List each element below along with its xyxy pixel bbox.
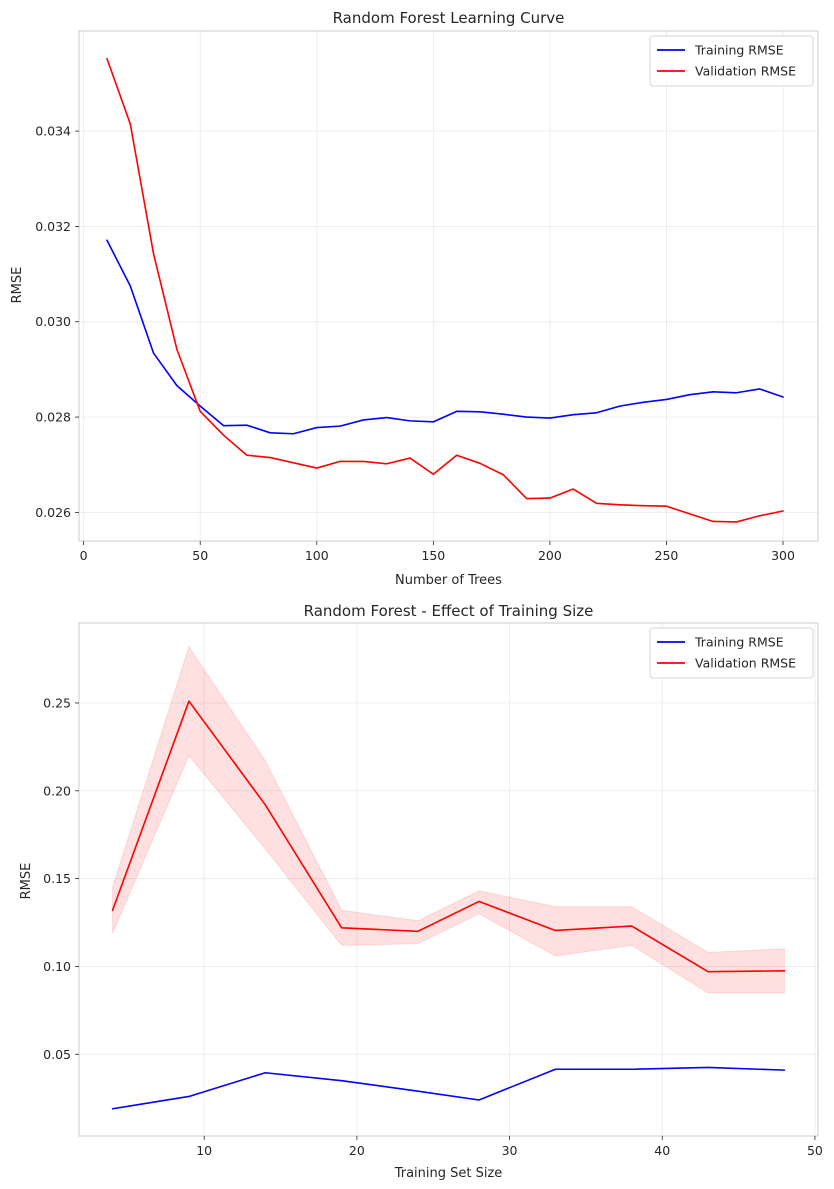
legend: Training RMSE Validation RMSE (649, 627, 814, 679)
series-line-1 (106, 57, 784, 523)
x-tick-label: 10 (196, 1143, 212, 1158)
x-axis-label: Training Set Size (394, 1166, 503, 1181)
y-tick-label: 0.028 (35, 410, 71, 425)
x-tick-label: 200 (538, 548, 562, 563)
x-tick-label: 300 (771, 548, 795, 563)
x-tick-label: 20 (349, 1143, 365, 1158)
legend-label-1: Validation RMSE (695, 64, 796, 79)
plot-area (111, 645, 786, 1110)
grid (79, 623, 818, 1136)
chart-title: Random Forest Learning Curve (333, 9, 565, 27)
y-tick-label: 0.15 (43, 871, 71, 886)
legend-label-1: Validation RMSE (695, 656, 796, 671)
x-tick-label: 100 (305, 548, 329, 563)
x-tick-label: 30 (502, 1143, 518, 1158)
y-axis-label: RMSE (19, 863, 34, 900)
y-tick-label: 0.032 (35, 219, 71, 234)
y-tick-label: 0.25 (43, 695, 71, 710)
legend-box (649, 627, 814, 679)
axes-frame (78, 622, 819, 1137)
learning-curve-chart: Random Forest Learning Curve Number of T… (10, 9, 819, 588)
y-tick-label: 0.05 (43, 1047, 71, 1062)
chart-title: Random Forest - Effect of Training Size (304, 602, 594, 620)
axes-frame (78, 30, 819, 542)
x-tick-label: 40 (654, 1143, 670, 1158)
training-size-chart: Random Forest - Effect of Training Size … (19, 602, 823, 1181)
x-tick-label: 0 (80, 548, 88, 563)
y-axis-label: RMSE (10, 267, 25, 304)
x-tick-label: 50 (192, 548, 208, 563)
y-tick-label: 0.20 (43, 783, 71, 798)
plot-area (106, 57, 784, 523)
legend-label-0: Training RMSE (694, 43, 784, 58)
y-tick-label: 0.030 (35, 314, 71, 329)
x-tick-label: 50 (807, 1143, 823, 1158)
series-band-1 (112, 645, 785, 994)
series-line-0 (111, 1066, 786, 1110)
legend-box (649, 35, 814, 87)
y-tick-label: 0.026 (35, 505, 71, 520)
x-tick-label: 250 (655, 548, 679, 563)
grid (79, 31, 818, 541)
series-line-1 (111, 700, 786, 973)
x-axis-label: Number of Trees (395, 573, 502, 588)
y-tick-label: 0.10 (43, 959, 71, 974)
y-tick-label: 0.034 (35, 124, 71, 139)
legend: Training RMSE Validation RMSE (649, 35, 814, 87)
series-line-0 (106, 239, 784, 435)
x-tick-label: 150 (421, 548, 445, 563)
legend-label-0: Training RMSE (694, 635, 784, 650)
